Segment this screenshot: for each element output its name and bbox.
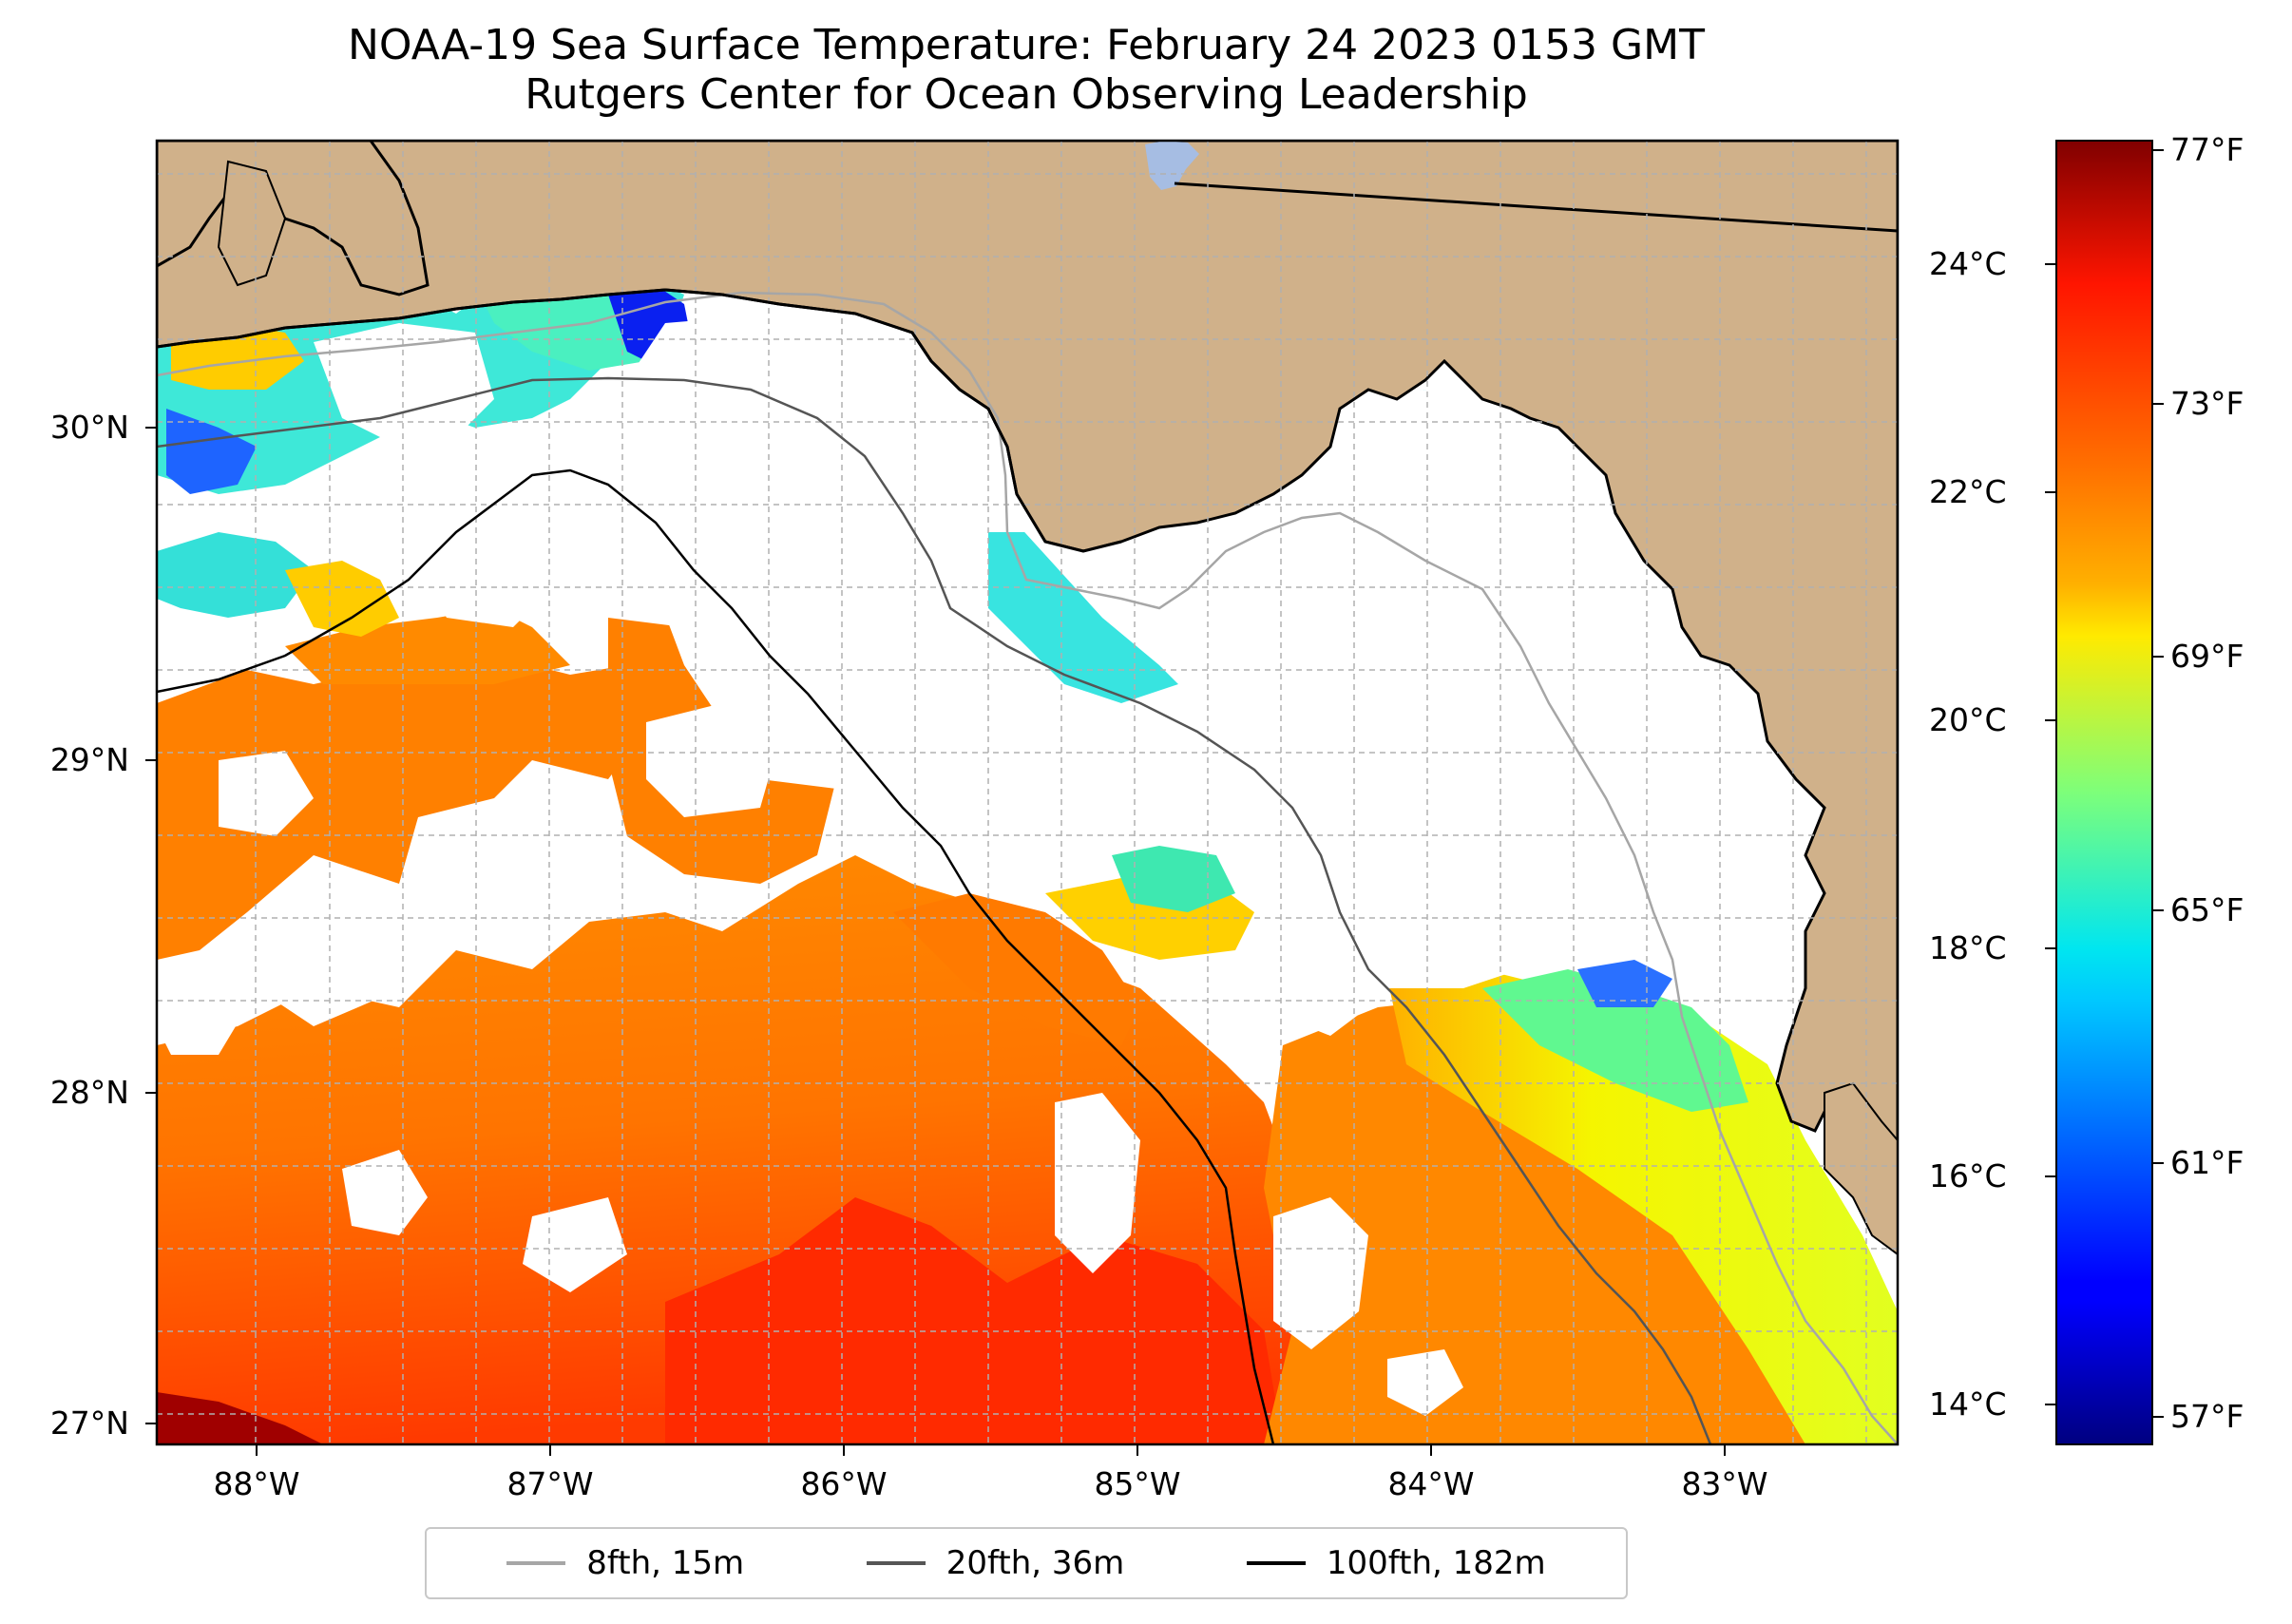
- lat-label-30n: 30°N: [49, 409, 129, 446]
- map-frame: [155, 139, 1900, 1446]
- lat-ticks: [145, 427, 157, 1424]
- sst-patch-yellow-north: [285, 561, 399, 637]
- legend-item-20fth: 20fth, 36m: [866, 1544, 1125, 1582]
- contour-20fth: [157, 376, 1712, 1444]
- land-mobile-bay: [217, 160, 287, 287]
- colorbar-ticks-celsius: [2045, 263, 2056, 1405]
- cb-label-65f: 65°F: [2170, 891, 2244, 928]
- land-south-tip: [1824, 1081, 1898, 1256]
- legend-label-20fth: 20fth, 36m: [945, 1544, 1125, 1582]
- cloud-gap: [1368, 380, 1416, 466]
- title-line-2: Rutgers Center for Ocean Observing Leade…: [525, 70, 1528, 119]
- cb-label-22c: 22°C: [1929, 473, 2007, 510]
- cb-label-16c: 16°C: [1929, 1157, 2007, 1194]
- cb-label-61f: 61°F: [2170, 1144, 2244, 1181]
- lon-label-85w: 85°W: [1094, 1465, 1181, 1502]
- contour-100fth: [157, 468, 1275, 1444]
- cb-label-24c: 24°C: [1929, 245, 2007, 282]
- contour-legend: 8fth, 15m 20fth, 36m 100fth, 182m: [425, 1527, 1628, 1599]
- lon-label-83w: 83°W: [1681, 1465, 1768, 1502]
- cb-label-73f: 73°F: [2170, 385, 2244, 422]
- cloud-gap: [342, 1150, 428, 1235]
- sst-patch-south-hot: [665, 1197, 1283, 1444]
- coastline: [157, 288, 1122, 553]
- sst-patch-northwest-blue: [166, 409, 257, 494]
- title-line-1: NOAA-19 Sea Surface Temperature: Februar…: [348, 21, 1705, 69]
- lake-seminole: [1145, 141, 1199, 190]
- lat-label-28n: 28°N: [49, 1074, 129, 1111]
- cloud-gap: [646, 703, 779, 817]
- sst-patch-center-east: [893, 893, 1140, 1045]
- sst-patch-east-green: [1482, 969, 1748, 1112]
- lon-label-88w: 88°W: [213, 1465, 300, 1502]
- cloud-gap: [257, 893, 399, 1026]
- cb-label-69f: 69°F: [2170, 638, 2244, 675]
- cb-label-18c: 18°C: [1929, 929, 2007, 966]
- cb-label-57f: 57°F: [2170, 1398, 2244, 1435]
- lon-label-86w: 86°W: [800, 1465, 888, 1502]
- legend-swatch-100fth: [1246, 1561, 1306, 1565]
- sst-patch-west-cyan: [157, 532, 314, 618]
- legend-label-8fth: 8fth, 15m: [586, 1544, 745, 1582]
- sst-patch-mid-band: [285, 608, 570, 684]
- cloud-gap: [314, 323, 494, 447]
- legend-item-100fth: 100fth, 182m: [1246, 1544, 1546, 1582]
- legend-item-8fth: 8fth, 15m: [506, 1544, 744, 1582]
- legend-swatch-8fth: [506, 1561, 566, 1565]
- cloud-gap: [1283, 960, 1368, 1036]
- chart-title: NOAA-19 Sea Surface Temperature: Februar…: [0, 21, 2053, 120]
- legend-label-100fth: 100fth, 182m: [1326, 1544, 1546, 1582]
- cloud-gap: [219, 751, 314, 836]
- sst-patch-warm-west: [157, 656, 665, 960]
- cloud-gap: [1273, 1197, 1368, 1349]
- gridlines: [157, 141, 1898, 1444]
- lon-ticks: [256, 1444, 1726, 1456]
- lat-label-27n: 27°N: [49, 1404, 129, 1442]
- cb-label-20c: 20°C: [1929, 701, 2007, 738]
- sst-patch-north-east-cyan: [988, 532, 1197, 703]
- state-boundary-line: [1174, 182, 1898, 233]
- sst-patch-east-yellow: [1387, 969, 1898, 1444]
- contour-8fth: [157, 291, 1898, 1444]
- sst-patch-se-blue: [1577, 960, 1672, 1007]
- colorbar: [2055, 140, 2153, 1445]
- cloud-mask-layer: [157, 314, 1786, 1416]
- colorbar-ticks-fahrenheit: [2152, 149, 2164, 1418]
- cloud-gap: [1387, 1349, 1463, 1416]
- lon-label-84w: 84°W: [1387, 1465, 1475, 1502]
- cloud-gap: [1349, 390, 1786, 988]
- cb-label-14c: 14°C: [1929, 1385, 2007, 1423]
- cb-label-77f: 77°F: [2170, 131, 2244, 168]
- legend-swatch-20fth: [866, 1561, 926, 1565]
- cloud-gap: [1055, 1093, 1140, 1273]
- cloud-gap: [608, 314, 1007, 789]
- map-plot-area: [157, 141, 1898, 1444]
- sst-patch-center-cyan: [1112, 846, 1235, 912]
- lat-label-29n: 29°N: [49, 741, 129, 778]
- lon-label-87w: 87°W: [506, 1465, 594, 1502]
- cloud-gap: [157, 969, 247, 1055]
- cloud-gap: [485, 808, 608, 912]
- cloud-gap: [817, 589, 912, 684]
- cloud-gap: [399, 513, 551, 627]
- sst-patch-deep-red: [157, 1392, 323, 1444]
